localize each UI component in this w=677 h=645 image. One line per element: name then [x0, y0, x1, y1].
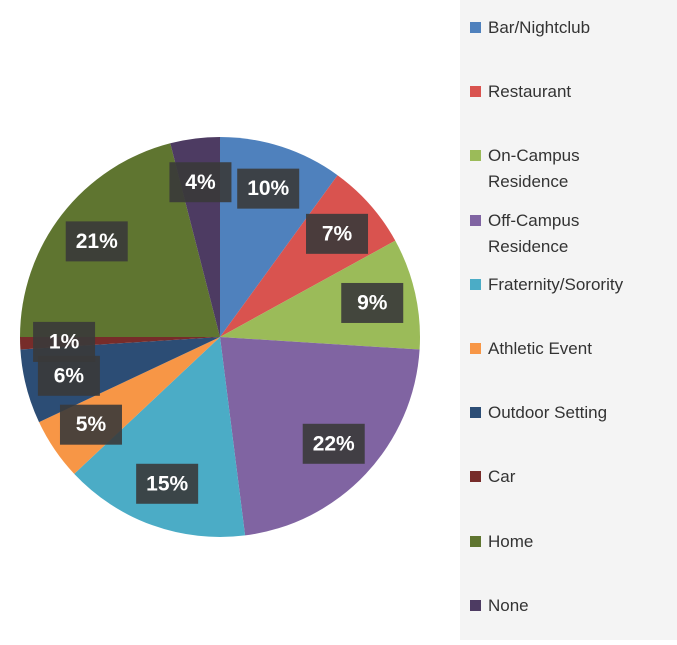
legend-swatch	[470, 278, 481, 290]
legend-swatch	[470, 535, 481, 547]
legend-label: Car	[488, 467, 516, 487]
data-label-box	[237, 168, 300, 209]
data-label: 15%	[146, 472, 188, 495]
data-label: 22%	[313, 432, 355, 455]
legend-label: Off-Campus Residence	[488, 210, 580, 256]
legend-swatch	[470, 343, 481, 354]
data-label: 21%	[76, 230, 118, 253]
legend-swatch	[470, 86, 481, 98]
data-label: 9%	[357, 292, 388, 315]
data-label-box	[37, 355, 100, 396]
legend-swatch	[470, 22, 481, 33]
data-label-box	[33, 321, 96, 362]
data-label-box	[136, 463, 199, 504]
data-label: 10%	[247, 177, 289, 200]
data-label-box	[341, 282, 404, 323]
pie-chart: 10% 7% 9% 22% 15% 5% 6% 1% 21% 4%	[20, 137, 420, 537]
data-label-box	[169, 162, 232, 203]
legend-label: None	[488, 595, 529, 615]
data-label-box	[302, 423, 365, 464]
data-label: 5%	[76, 413, 107, 436]
legend-label: Restaurant	[488, 82, 572, 102]
data-label: 4%	[185, 171, 216, 194]
legend-label: Bar/Nightclub	[488, 18, 591, 37]
data-label: 6%	[54, 364, 85, 387]
data-label: 1%	[49, 330, 80, 353]
legend-swatch	[470, 407, 481, 419]
legend-label: Outdoor Setting	[488, 403, 608, 423]
legend-label: Fraternity/Sorority	[488, 274, 624, 294]
legend-label: Athletic Event	[488, 339, 592, 358]
data-label-box	[306, 213, 369, 254]
data-label-box	[65, 221, 128, 262]
legend-label: Home	[488, 531, 534, 551]
legend: Bar/Nightclub Restaurant On-Campus Residen…	[460, 0, 677, 640]
legend-swatch	[470, 471, 481, 483]
legend-swatch	[470, 214, 481, 226]
legend-label: On-Campus Residence	[488, 146, 580, 192]
legend-swatch	[470, 599, 481, 611]
data-label-box	[59, 404, 122, 445]
data-label: 7%	[322, 222, 353, 245]
legend-swatch	[470, 150, 481, 162]
pie-slice	[74, 337, 246, 537]
